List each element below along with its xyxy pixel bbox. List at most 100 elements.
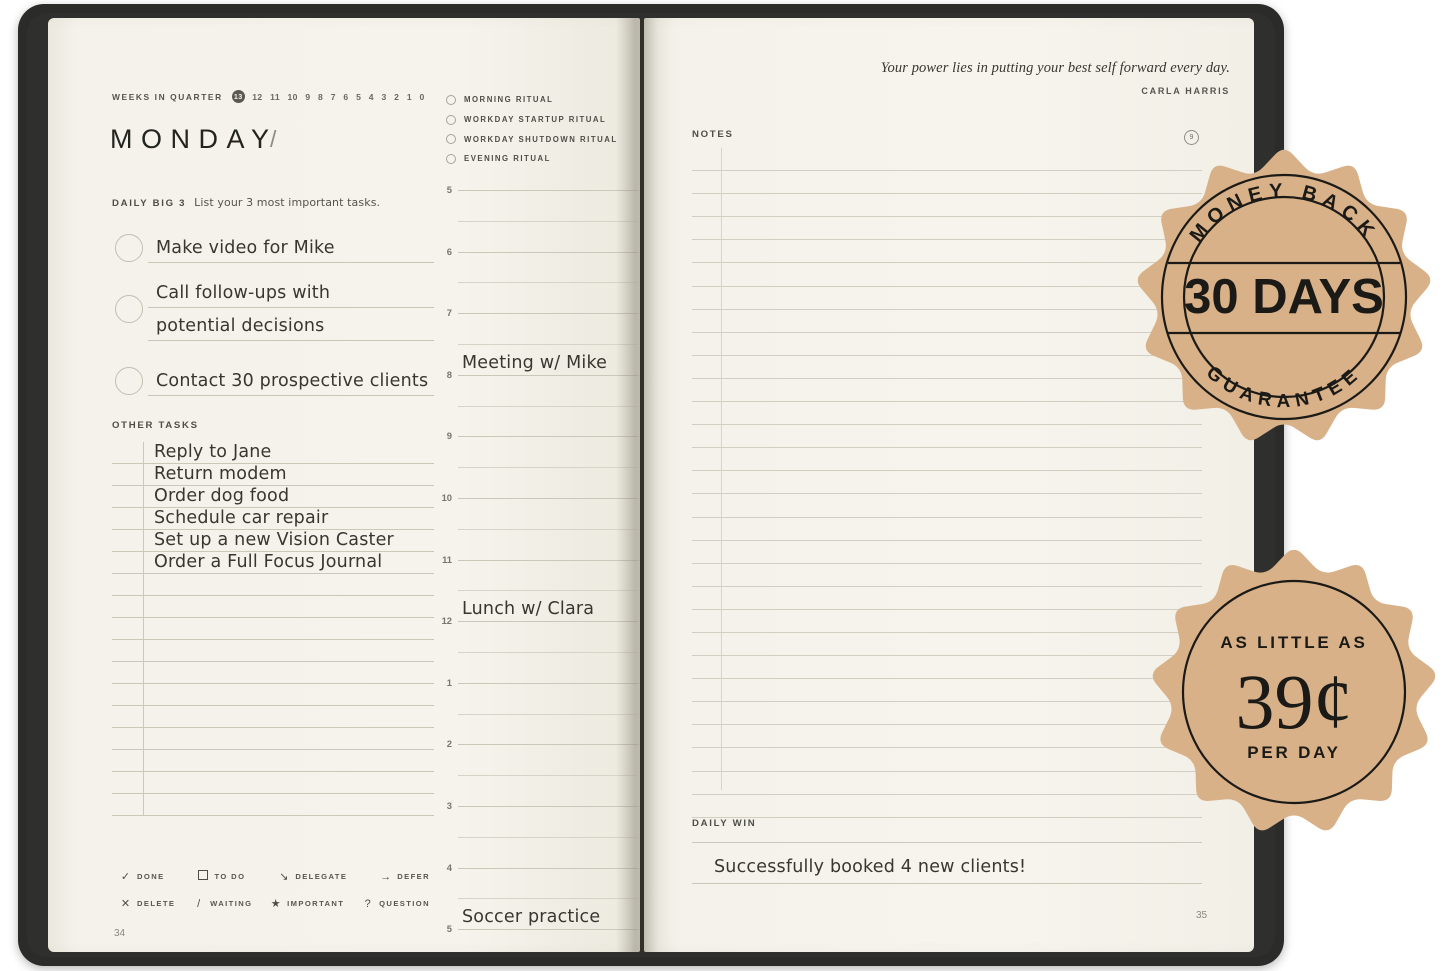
schedule-hour-slot[interactable]: 5 — [434, 184, 639, 221]
notes-line[interactable] — [692, 610, 1202, 633]
notes-line[interactable] — [692, 772, 1202, 795]
schedule-half-hour-slot[interactable] — [434, 282, 639, 313]
schedule-half-hour-slot[interactable] — [434, 467, 639, 498]
other-task-row[interactable]: Order dog food — [112, 486, 434, 508]
weeks-current-badge[interactable]: 13 — [231, 90, 245, 103]
notes-line[interactable] — [692, 518, 1202, 541]
other-task-row[interactable]: Set up a new Vision Caster — [112, 530, 434, 552]
notes-line[interactable] — [692, 402, 1202, 426]
clock-icon[interactable]: 9 — [1184, 130, 1199, 145]
notes-line[interactable] — [692, 310, 1202, 333]
big3-task-row-cont[interactable]: potential decisions — [112, 308, 434, 341]
schedule-half-hour-slot[interactable] — [434, 775, 639, 806]
schedule-hour-slot[interactable]: 10 — [434, 492, 639, 529]
notes-line[interactable] — [692, 356, 1202, 379]
daily-win-line[interactable]: Successfully booked 4 new clients! — [692, 842, 1202, 884]
notes-line[interactable] — [692, 656, 1202, 680]
checkbox-circle-icon[interactable] — [115, 367, 143, 395]
other-task-row[interactable] — [112, 794, 434, 816]
week-number[interactable]: 11 — [270, 91, 280, 102]
notes-line[interactable] — [692, 725, 1202, 749]
checkbox-circle-icon[interactable] — [446, 94, 456, 105]
notes-line[interactable] — [692, 379, 1202, 403]
notes-line[interactable] — [692, 587, 1202, 610]
schedule-half-hour-slot[interactable] — [434, 898, 639, 929]
notes-line[interactable] — [692, 194, 1202, 218]
notes-line[interactable] — [692, 240, 1202, 264]
notes-lined-area[interactable] — [692, 148, 1202, 818]
ritual-row[interactable]: WORKDAY STARTUP RITUAL — [446, 110, 618, 130]
schedule-half-hour-slot[interactable] — [434, 528, 639, 560]
other-task-row[interactable] — [112, 750, 434, 772]
notes-line[interactable] — [692, 564, 1202, 587]
notes-line[interactable] — [692, 748, 1202, 772]
schedule-hour-slot[interactable]: 5 Soccer practice — [434, 907, 639, 952]
week-number[interactable]: 9 — [305, 91, 311, 102]
notes-line[interactable] — [692, 263, 1202, 287]
notes-line[interactable] — [692, 679, 1202, 703]
week-number[interactable]: 1 — [406, 91, 413, 102]
week-number[interactable]: 12 — [252, 91, 263, 102]
notes-line[interactable] — [692, 541, 1202, 564]
checkbox-circle-icon[interactable] — [446, 114, 456, 125]
schedule-hour-slot[interactable]: 7 — [434, 307, 639, 344]
other-task-row[interactable] — [112, 728, 434, 750]
checkbox-circle-icon[interactable] — [115, 234, 143, 262]
notes-line[interactable] — [692, 795, 1202, 818]
schedule-half-hour-slot[interactable] — [434, 713, 639, 745]
daily-win-box[interactable]: Successfully booked 4 new clients! — [692, 842, 1202, 884]
schedule-hour-slot[interactable]: 2 — [434, 738, 639, 775]
other-task-row[interactable] — [112, 772, 434, 794]
notes-line[interactable] — [692, 217, 1202, 241]
schedule-hour-slot[interactable]: 11 — [434, 554, 639, 591]
checkbox-circle-icon[interactable] — [446, 153, 456, 164]
schedule-hour-slot[interactable]: 12 Lunch w/ Clara — [434, 599, 639, 652]
week-number[interactable]: 4 — [368, 91, 374, 102]
ritual-row[interactable]: MORNING RITUAL — [446, 90, 618, 110]
schedule-hour-slot[interactable]: 3 — [434, 800, 639, 837]
week-number[interactable]: 2 — [394, 91, 400, 102]
schedule-hour-slot[interactable]: 4 — [434, 862, 639, 899]
other-task-row[interactable] — [112, 684, 434, 706]
other-task-row[interactable] — [112, 574, 434, 596]
other-task-row[interactable] — [112, 662, 434, 684]
week-number[interactable]: 8 — [318, 91, 324, 102]
week-number[interactable]: 5 — [356, 91, 362, 102]
money-back-guarantee-badge[interactable]: MONEY BACK GUARANTEE 30 DAYS — [1123, 145, 1445, 450]
schedule-half-hour-slot[interactable] — [434, 836, 639, 868]
other-task-row[interactable] — [112, 640, 434, 662]
notes-line[interactable] — [692, 171, 1202, 195]
schedule-half-hour-slot[interactable] — [434, 220, 639, 252]
big3-task-row[interactable]: Call follow-ups with — [112, 275, 434, 323]
schedule-hour-slot[interactable]: 8 Meeting w/ Mike — [434, 353, 639, 406]
week-number[interactable]: 10 — [287, 91, 298, 102]
big3-task-row[interactable]: Make video for Mike — [112, 230, 434, 263]
week-number[interactable]: 3 — [381, 91, 387, 102]
notes-line[interactable] — [692, 148, 1202, 172]
checkbox-circle-icon[interactable] — [446, 134, 456, 145]
price-per-day-badge[interactable]: AS LITTLE AS 39¢ PER DAY — [1143, 550, 1445, 840]
week-number[interactable]: 7 — [330, 91, 336, 102]
schedule-half-hour-slot[interactable] — [434, 343, 639, 375]
notes-line[interactable] — [692, 494, 1202, 518]
notes-line[interactable] — [692, 702, 1202, 726]
checkbox-circle-icon[interactable] — [115, 295, 143, 323]
schedule-hour-slot[interactable]: 9 — [434, 430, 639, 467]
week-number[interactable]: 6 — [343, 91, 349, 102]
ritual-row[interactable]: EVENING RITUAL — [446, 149, 618, 169]
big3-task-row[interactable]: Contact 30 prospective clients — [112, 363, 434, 396]
other-task-row[interactable]: Return modem — [112, 464, 434, 486]
schedule-half-hour-slot[interactable] — [434, 405, 639, 437]
other-task-row[interactable] — [112, 618, 434, 640]
schedule-hour-slot[interactable]: 1 — [434, 677, 639, 714]
notes-line[interactable] — [692, 333, 1202, 356]
other-task-row[interactable]: Schedule car repair — [112, 508, 434, 530]
notes-line[interactable] — [692, 425, 1202, 449]
notes-line[interactable] — [692, 633, 1202, 657]
schedule-hour-slot[interactable]: 6 — [434, 246, 639, 283]
other-task-row[interactable] — [112, 706, 434, 728]
other-task-row[interactable] — [112, 596, 434, 618]
schedule-half-hour-slot[interactable] — [434, 590, 639, 621]
other-task-row[interactable]: Reply to Jane — [112, 442, 434, 464]
notes-line[interactable] — [692, 448, 1202, 472]
